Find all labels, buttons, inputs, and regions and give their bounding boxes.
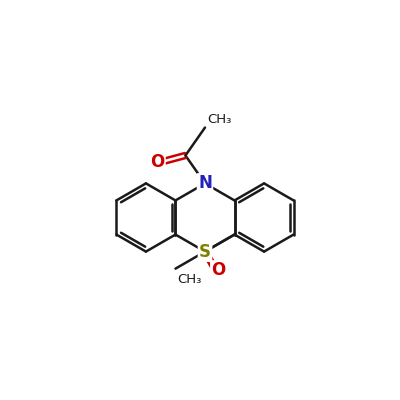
Text: CH₃: CH₃	[207, 112, 231, 126]
Text: S: S	[199, 242, 211, 261]
Text: N: N	[198, 174, 212, 192]
Text: O: O	[212, 262, 226, 280]
Text: CH₃: CH₃	[178, 272, 202, 286]
Text: O: O	[150, 154, 164, 172]
